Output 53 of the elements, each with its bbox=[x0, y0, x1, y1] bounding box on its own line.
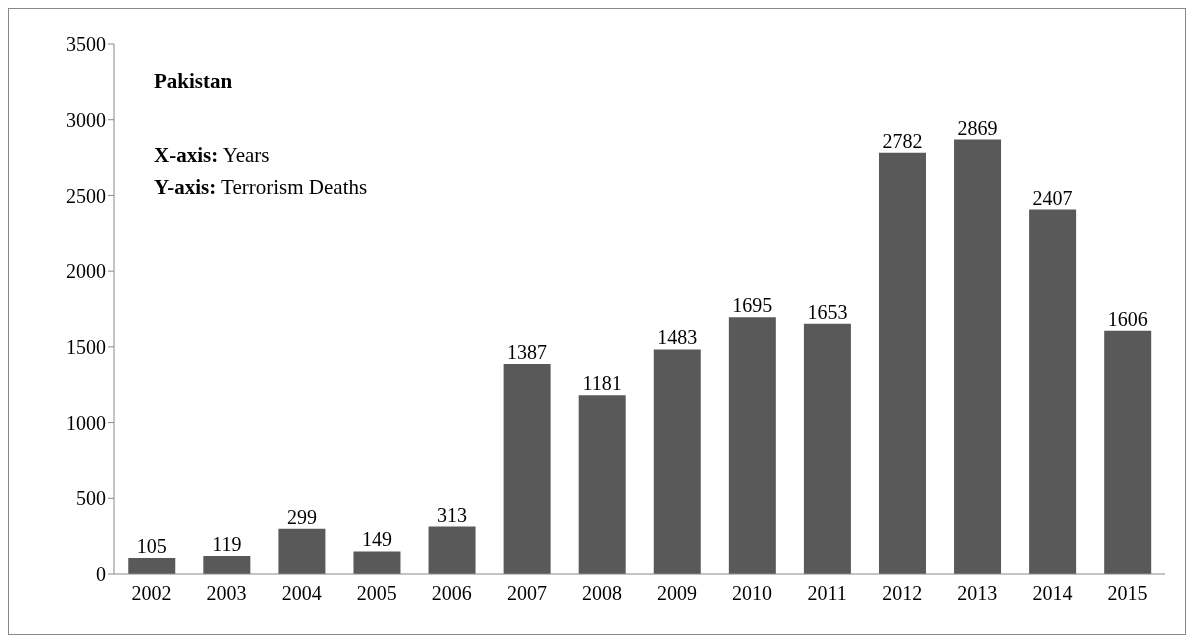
x-tick-label: 2010 bbox=[732, 582, 773, 605]
bar bbox=[353, 551, 401, 574]
y-tick-label: 2500 bbox=[66, 184, 106, 207]
bar bbox=[653, 349, 701, 574]
data-label: 1483 bbox=[657, 326, 698, 349]
x-tick-label: 2011 bbox=[807, 582, 847, 605]
data-label: 1181 bbox=[582, 372, 622, 395]
x-tick-label: 2009 bbox=[657, 582, 698, 605]
x-tick-label: 2006 bbox=[431, 582, 472, 605]
data-label: 1387 bbox=[507, 340, 548, 363]
bar bbox=[728, 317, 776, 574]
annotation: Y-axis: Terrorism Deaths bbox=[154, 175, 368, 199]
x-tick-label: 2005 bbox=[356, 582, 397, 605]
bar bbox=[878, 152, 926, 574]
data-label: 119 bbox=[212, 532, 242, 555]
y-tick-label: 3500 bbox=[66, 33, 106, 56]
bar bbox=[503, 363, 551, 574]
data-label: 313 bbox=[437, 503, 468, 526]
x-tick-label: 2003 bbox=[206, 582, 247, 605]
x-tick-label: 2004 bbox=[281, 582, 322, 605]
bar bbox=[203, 555, 251, 574]
text: Pakistan bbox=[154, 69, 233, 94]
data-label: 2407 bbox=[1032, 186, 1073, 209]
bar bbox=[954, 139, 1002, 574]
bar bbox=[128, 558, 176, 574]
x-tick-label: 2012 bbox=[882, 582, 923, 605]
y-tick-label: 1000 bbox=[66, 411, 106, 434]
data-label: 1606 bbox=[1107, 307, 1148, 330]
y-tick-label: 500 bbox=[76, 487, 106, 510]
x-tick-label: 2014 bbox=[1032, 582, 1073, 605]
bar bbox=[578, 395, 626, 574]
bar bbox=[1104, 330, 1152, 574]
data-label: 1695 bbox=[732, 294, 773, 317]
x-tick-label: 2013 bbox=[957, 582, 998, 605]
x-tick-label: 2007 bbox=[506, 582, 547, 605]
x-tick-label: 2008 bbox=[581, 582, 622, 605]
data-label: 299 bbox=[286, 505, 317, 528]
data-label: 1653 bbox=[807, 300, 848, 323]
x-tick-label: 2015 bbox=[1107, 582, 1148, 605]
data-label: 2869 bbox=[957, 116, 998, 139]
y-tick-label: 0 bbox=[96, 563, 106, 586]
bar bbox=[803, 323, 851, 574]
y-tick-label: 2000 bbox=[66, 260, 106, 283]
bar bbox=[1029, 209, 1077, 574]
y-tick-label: 3000 bbox=[66, 108, 106, 131]
annotation: X-axis: Years bbox=[154, 143, 270, 167]
data-label: 105 bbox=[136, 535, 167, 558]
x-tick-label: 2002 bbox=[131, 582, 172, 605]
data-label: 2782 bbox=[882, 129, 923, 152]
bar bbox=[428, 526, 476, 574]
bar bbox=[278, 528, 326, 574]
y-tick-label: 1500 bbox=[66, 335, 106, 358]
data-label: 149 bbox=[361, 528, 392, 551]
